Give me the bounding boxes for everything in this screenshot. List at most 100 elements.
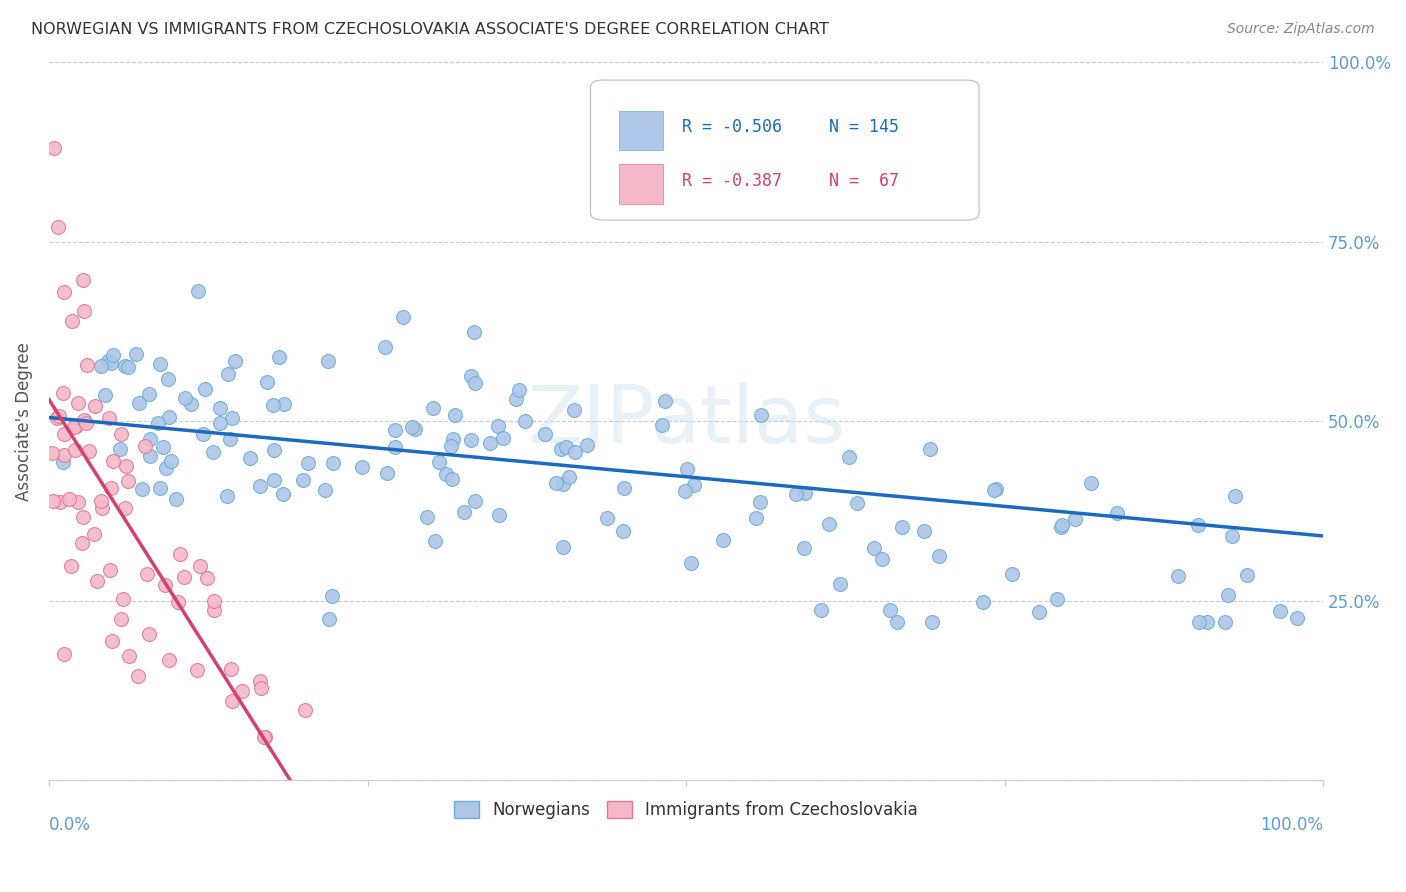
Point [912, 524, 935, 538]
Point [114, 459, 136, 474]
Point [157, 409, 180, 424]
Point [551, 541, 574, 555]
Point [52, 386, 75, 401]
Point [110, 612, 132, 626]
Point [146, 416, 169, 430]
Point [983, 483, 1005, 498]
Y-axis label: Associate's Degree: Associate's Degree [15, 342, 32, 500]
Point [65, 419, 87, 434]
Point [100, 563, 122, 577]
Point [1080, 475, 1102, 490]
Point [921, 615, 943, 629]
Point [125, 347, 148, 361]
Point [108, 442, 131, 456]
Point [217, 489, 239, 503]
Point [101, 454, 124, 468]
Point [250, 681, 273, 696]
Point [986, 482, 1008, 496]
Point [460, 433, 482, 447]
Point [441, 432, 464, 446]
Point [149, 357, 172, 371]
Text: R = -0.387: R = -0.387 [682, 171, 782, 190]
Bar [619, 164, 664, 204]
Point [100, 356, 122, 370]
Point [59, 558, 82, 573]
Point [114, 359, 136, 374]
Point [188, 558, 211, 573]
Point [53, 285, 76, 299]
Text: N = 145: N = 145 [828, 118, 898, 136]
Point [785, 487, 807, 501]
Point [180, 397, 202, 411]
Point [239, 451, 262, 466]
Point [675, 462, 697, 476]
Point [1050, 520, 1073, 534]
Point [67, 396, 90, 410]
Text: N =  67: N = 67 [828, 171, 898, 190]
Point [464, 376, 486, 390]
Point [828, 577, 851, 591]
Point [297, 456, 319, 470]
Point [127, 669, 149, 683]
Point [562, 403, 585, 417]
Point [169, 547, 191, 561]
Point [711, 533, 734, 547]
Point [422, 401, 444, 416]
FancyBboxPatch shape [591, 80, 979, 220]
Point [1064, 512, 1087, 526]
Point [928, 549, 950, 564]
Point [256, 375, 278, 389]
Point [1220, 529, 1243, 543]
Point [73, 303, 96, 318]
Point [76, 359, 98, 373]
Point [217, 367, 239, 381]
Point [681, 556, 703, 570]
Point [464, 494, 486, 508]
Point [62, 420, 84, 434]
Point [202, 603, 225, 617]
Point [845, 496, 868, 510]
Point [157, 371, 180, 385]
Point [612, 524, 634, 538]
Point [886, 615, 908, 629]
Point [443, 408, 465, 422]
Text: 100.0%: 100.0% [1260, 816, 1323, 834]
Point [544, 476, 567, 491]
Point [52, 455, 75, 469]
Point [42, 141, 65, 155]
Point [224, 354, 246, 368]
Point [70, 535, 93, 549]
Point [1001, 566, 1024, 581]
Point [167, 595, 190, 609]
Point [159, 454, 181, 468]
Point [564, 444, 586, 458]
Point [219, 433, 242, 447]
Point [749, 408, 772, 422]
Point [683, 477, 706, 491]
Point [90, 493, 112, 508]
Point [221, 694, 243, 708]
Point [1213, 615, 1236, 629]
Point [374, 340, 396, 354]
Point [557, 470, 579, 484]
Point [101, 347, 124, 361]
Point [1105, 506, 1128, 520]
Point [191, 427, 214, 442]
Point [173, 570, 195, 584]
Point [1187, 517, 1209, 532]
Point [45, 410, 67, 425]
Point [166, 492, 188, 507]
Point [794, 485, 817, 500]
Point [550, 442, 572, 457]
Point [879, 603, 901, 617]
Point [1223, 489, 1246, 503]
Point [294, 703, 316, 717]
Point [138, 627, 160, 641]
Point [72, 273, 94, 287]
Point [427, 455, 450, 469]
Text: NORWEGIAN VS IMMIGRANTS FROM CZECHOSLOVAKIA ASSOCIATE'S DEGREE CORRELATION CHART: NORWEGIAN VS IMMIGRANTS FROM CZECHOSLOVA… [31, 22, 828, 37]
Point [654, 394, 676, 409]
Point [1195, 615, 1218, 629]
Point [118, 649, 141, 664]
Point [1268, 604, 1291, 618]
